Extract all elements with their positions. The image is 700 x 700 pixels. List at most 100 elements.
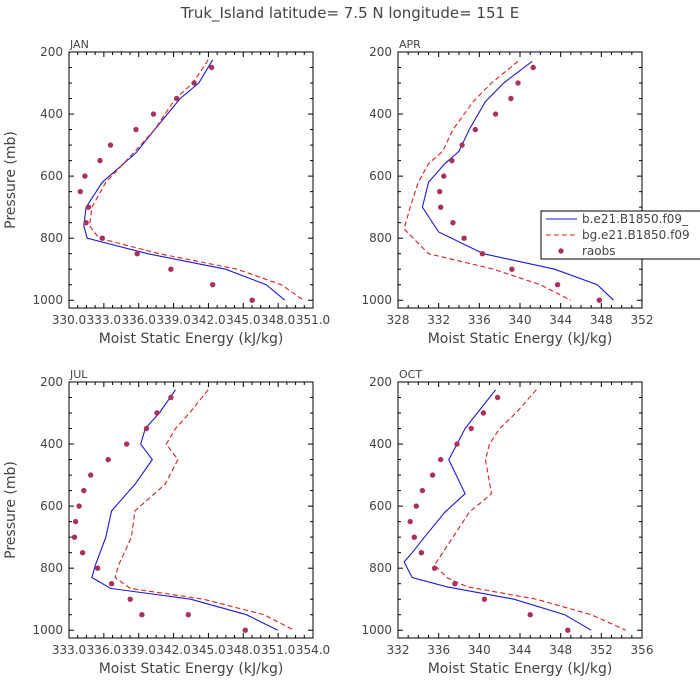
- y-tick-label: 600: [369, 499, 392, 513]
- x-tick-label: 340: [468, 643, 491, 657]
- series-line-b: [403, 389, 592, 631]
- raobs-point: [438, 204, 444, 210]
- raobs-point: [154, 410, 160, 416]
- x-tick-label: 344: [549, 313, 572, 327]
- legend-label: raobs: [582, 244, 616, 258]
- raobs-point: [459, 142, 465, 148]
- raobs-point: [565, 627, 571, 633]
- y-tick-label: 1000: [361, 293, 392, 307]
- raobs-point: [431, 565, 438, 571]
- x-tick-label: 354.0: [296, 643, 330, 657]
- raobs-point: [208, 64, 215, 71]
- x-tick-label: 348: [590, 313, 613, 327]
- raobs-point: [242, 627, 248, 633]
- legend: b.e21.B1850.f09_ bg.e21.B1850.f09 raobs: [540, 210, 700, 260]
- y-tick-label: 1000: [361, 623, 392, 637]
- x-tick-label: 348.0: [226, 643, 260, 657]
- raobs-point: [480, 410, 487, 416]
- legend-label: b.e21.B1850.f09_: [582, 212, 689, 226]
- raobs-point: [85, 204, 92, 210]
- raobs-point: [450, 220, 456, 226]
- panel-jan: JAN 330.0 333.0 336.0 339.0 342.0 345.0 348.0 35…: [3, 38, 330, 347]
- raobs-point: [527, 612, 533, 618]
- raobs-point: [515, 80, 521, 86]
- raobs-point: [191, 80, 197, 86]
- y-tick-label: 1000: [32, 623, 63, 637]
- y-tick-label: 800: [369, 231, 392, 245]
- raobs-point: [185, 612, 191, 618]
- x-tick-label: 345.0: [191, 643, 225, 657]
- raobs-point: [437, 188, 443, 195]
- series-line-bg: [433, 389, 626, 631]
- raobs-point: [134, 251, 140, 257]
- legend-box: [540, 210, 700, 260]
- legend-marker: [558, 248, 564, 254]
- raobs-point: [554, 282, 561, 288]
- y-tick-label: 600: [40, 499, 63, 513]
- panel-oct: OCT 332 336 340 344 348 352 356 200 400 600 800 1000…: [361, 368, 653, 677]
- raobs-point: [449, 157, 455, 164]
- raobs-point: [133, 126, 139, 133]
- x-tick-label: 328: [387, 313, 410, 327]
- y-tick-label: 400: [369, 437, 392, 451]
- y-tick-label: 800: [40, 231, 63, 245]
- raobs-point: [454, 441, 460, 447]
- x-tick-label: 351.0: [296, 313, 330, 327]
- y-tick-label: 400: [40, 107, 63, 121]
- raobs-point: [472, 126, 478, 133]
- raobs-point: [139, 612, 145, 618]
- x-tick-label: 352: [631, 313, 654, 327]
- raobs-point: [479, 251, 486, 257]
- raobs-point: [481, 596, 488, 602]
- series-line-bg: [114, 389, 295, 631]
- x-axis-label: Moist Static Energy (kJ/kg): [99, 661, 284, 677]
- series-line-b: [421, 60, 614, 301]
- x-tick-label: 342.0: [191, 313, 225, 327]
- raobs-point: [77, 188, 84, 195]
- raobs-point: [168, 394, 174, 401]
- y-tick-label: 600: [369, 169, 392, 183]
- panel-apr: APR 328 332 336 340 344 348 352 200 400 600 800 1000…: [361, 38, 653, 347]
- raobs-point: [210, 282, 216, 288]
- x-tick-label: 339.0: [156, 313, 190, 327]
- raobs-point: [452, 581, 458, 587]
- legend-label: bg.e21.B1850.f09: [582, 228, 690, 242]
- raobs-point: [88, 472, 94, 478]
- x-tick-label: 348.0: [261, 313, 295, 327]
- raobs-point: [174, 95, 180, 102]
- raobs-point: [107, 142, 114, 148]
- x-tick-label: 336.0: [122, 313, 156, 327]
- x-axis-label: Moist Static Energy (kJ/kg): [428, 331, 613, 347]
- raobs-point: [99, 235, 106, 241]
- x-tick-label: 333.0: [52, 643, 86, 657]
- raobs-point: [492, 111, 499, 117]
- raobs-point: [83, 220, 89, 226]
- raobs-point: [82, 173, 88, 179]
- raobs-point: [509, 266, 515, 272]
- raobs-point: [411, 534, 417, 540]
- x-tick-label: 340: [509, 313, 532, 327]
- y-tick-label: 400: [369, 107, 392, 121]
- panel-label: OCT: [399, 368, 422, 381]
- y-tick-label: 400: [40, 437, 63, 451]
- x-axis-label: Moist Static Energy (kJ/kg): [99, 331, 284, 347]
- panel-label: APR: [399, 38, 421, 51]
- raobs-point: [105, 456, 111, 463]
- raobs-point: [108, 581, 115, 587]
- panel-label: JAN: [69, 38, 89, 51]
- raobs-point: [143, 425, 150, 432]
- raobs-point: [441, 173, 447, 179]
- raobs-point: [418, 550, 425, 556]
- raobs-point: [429, 472, 436, 478]
- raobs-point: [419, 487, 426, 494]
- x-tick-label: 351.0: [261, 643, 295, 657]
- x-tick-label: 336: [468, 313, 491, 327]
- raobs-point: [530, 64, 536, 71]
- raobs-point: [127, 596, 133, 602]
- raobs-point: [124, 441, 130, 447]
- series-line-bg: [403, 60, 572, 301]
- x-tick-label: 339.0: [122, 643, 156, 657]
- series-line-b: [91, 389, 279, 631]
- raobs-point: [468, 425, 474, 432]
